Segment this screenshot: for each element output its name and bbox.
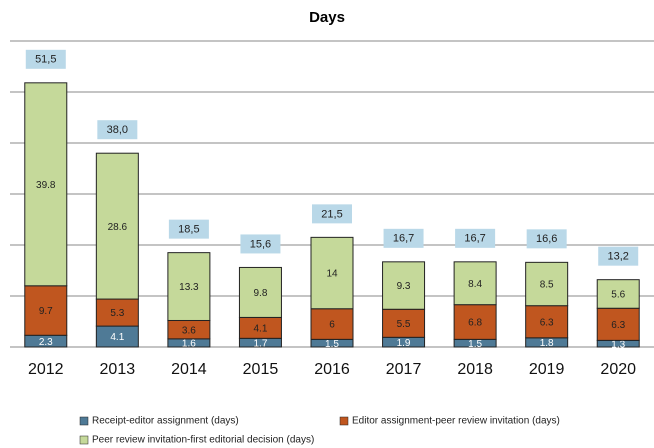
legend-label: Editor assignment-peer review invitation… xyxy=(352,416,560,427)
data-label: 5.6 xyxy=(611,290,625,301)
data-label: 8.5 xyxy=(540,280,554,291)
legend-label: Receipt-editor assignment (days) xyxy=(92,416,239,427)
x-tick-label: 2013 xyxy=(100,361,136,378)
data-label: 1.8 xyxy=(540,338,554,349)
total-box xyxy=(455,228,496,248)
total-label: 16,7 xyxy=(464,233,485,245)
data-label: 8.4 xyxy=(468,279,482,290)
data-label: 5.3 xyxy=(110,308,124,319)
x-tick-label: 2019 xyxy=(529,361,565,378)
data-label: 1.9 xyxy=(397,338,411,349)
data-label: 13.3 xyxy=(179,282,199,293)
bar-segment xyxy=(453,261,497,306)
data-label: 2.3 xyxy=(39,337,53,348)
total-box xyxy=(598,246,639,266)
data-label: 6.8 xyxy=(468,318,482,329)
bar-segment xyxy=(24,82,68,287)
data-label: 9.7 xyxy=(39,306,53,317)
total-box xyxy=(25,49,66,69)
legend-label: Peer review invitation-first editorial d… xyxy=(92,435,314,446)
x-tick-label: 2020 xyxy=(600,361,636,378)
x-tick-label: 2012 xyxy=(28,361,64,378)
bar-segment xyxy=(95,298,139,327)
x-tick-label: 2015 xyxy=(243,361,279,378)
data-label: 1.5 xyxy=(468,339,482,350)
bar-segment xyxy=(525,261,569,307)
bar-segment xyxy=(596,279,640,309)
x-tick-label: 2016 xyxy=(314,361,350,378)
data-label: 9.3 xyxy=(397,281,411,292)
bar-segment xyxy=(238,266,282,318)
total-label: 16,7 xyxy=(393,233,414,245)
bar-segment xyxy=(382,261,426,310)
total-label: 16,6 xyxy=(536,233,557,245)
total-label: 51,5 xyxy=(35,54,56,66)
legend-swatch xyxy=(79,416,89,426)
bar-segment xyxy=(453,304,497,340)
total-label: 21,5 xyxy=(321,208,342,220)
bar-segment xyxy=(167,252,211,321)
data-label: 1.5 xyxy=(325,339,339,350)
data-label: 3.6 xyxy=(182,325,196,336)
legend-swatch xyxy=(339,416,349,426)
data-label: 4.1 xyxy=(110,332,124,343)
data-label: 39.8 xyxy=(36,180,56,191)
data-label: 6.3 xyxy=(540,317,554,328)
data-label: 28.6 xyxy=(108,222,128,233)
bar-segment xyxy=(95,152,139,300)
total-box xyxy=(383,228,424,248)
total-label: 38,0 xyxy=(107,124,128,136)
x-tick-label: 2018 xyxy=(457,361,493,378)
data-label: 1.3 xyxy=(611,339,625,350)
total-box xyxy=(240,234,281,254)
data-label: 14 xyxy=(326,269,338,280)
total-box xyxy=(312,204,352,224)
data-label: 1.6 xyxy=(182,339,196,350)
x-tick-label: 2017 xyxy=(386,361,422,378)
bar-segment xyxy=(310,308,354,340)
data-label: 6 xyxy=(329,320,335,331)
total-box xyxy=(168,219,209,239)
bar-segment xyxy=(596,307,640,341)
total-box xyxy=(526,229,567,249)
data-label: 1.7 xyxy=(253,338,267,349)
total-label: 15,6 xyxy=(250,238,271,250)
data-label: 5.5 xyxy=(397,319,411,330)
total-box xyxy=(97,120,138,140)
total-label: 13,2 xyxy=(608,251,629,263)
data-label: 9.8 xyxy=(253,288,267,299)
chart-title: Days xyxy=(309,9,345,26)
x-tick-label: 2014 xyxy=(171,361,207,378)
total-label: 18,5 xyxy=(178,224,199,236)
bar-segment xyxy=(525,305,569,339)
data-label: 4.1 xyxy=(253,324,267,335)
legend-swatch xyxy=(79,435,89,445)
data-label: 6.3 xyxy=(611,320,625,331)
bar-segment xyxy=(310,236,354,310)
